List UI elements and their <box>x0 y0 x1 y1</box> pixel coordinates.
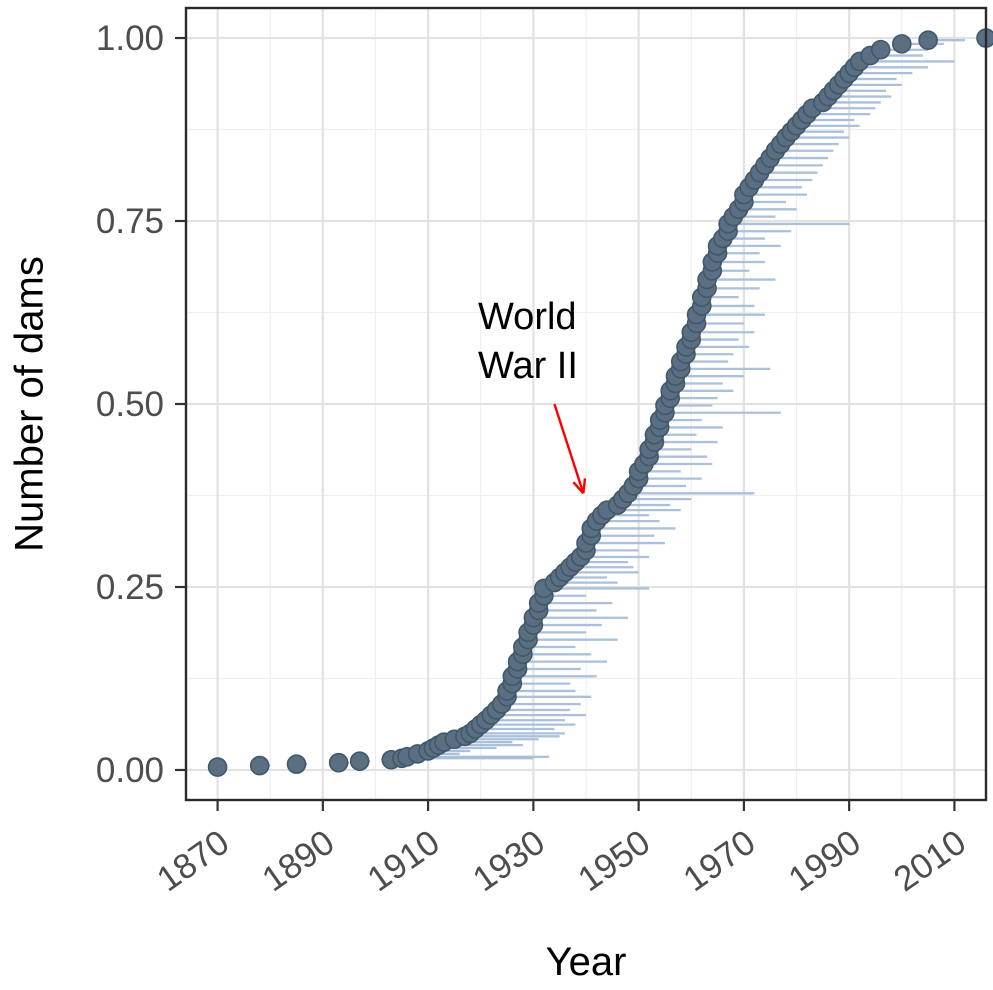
annotation-line-2: War II <box>478 344 578 387</box>
dam-point <box>286 754 307 774</box>
x-tick-label: 1870 <box>150 823 236 900</box>
annotation-arrow-shaft <box>553 403 585 494</box>
x-axis-title: Year <box>545 940 627 984</box>
x-tick-label: 1910 <box>361 823 447 900</box>
x-tick-label: 1950 <box>571 823 657 900</box>
y-tick-label: 1.00 <box>96 19 164 58</box>
x-tick-label: 1930 <box>466 823 552 900</box>
y-tick-label: 0.50 <box>96 385 164 424</box>
y-tick-label: 0.75 <box>96 202 164 241</box>
dam-point <box>207 757 228 777</box>
annotation-world-war-2: World War II <box>478 293 578 390</box>
x-tick-label: 1990 <box>782 823 868 900</box>
dam-point <box>870 39 891 60</box>
annotation-arrow-head <box>572 481 585 495</box>
dam-point <box>349 751 370 772</box>
dam-point <box>891 34 912 54</box>
x-tick-label: 1970 <box>676 823 762 900</box>
annotation-line-1: World <box>478 296 577 338</box>
dam-point <box>328 752 349 773</box>
y-tick-label: 0.00 <box>96 751 164 790</box>
dam-point <box>249 755 270 776</box>
y-tick-label: 0.25 <box>96 568 164 607</box>
x-tick-label: 1890 <box>255 823 341 900</box>
y-axis-title: Number of dams <box>7 256 52 552</box>
dam-point <box>918 30 938 51</box>
annotation-arrow-head <box>582 478 587 494</box>
x-tick-label: 2010 <box>887 823 973 900</box>
